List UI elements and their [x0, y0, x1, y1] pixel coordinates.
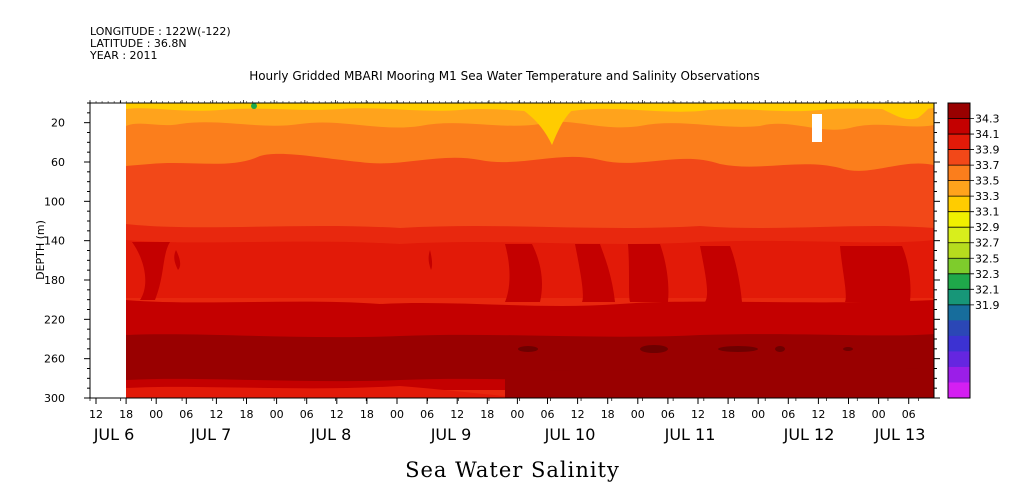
- y-tick-label: 60: [51, 156, 65, 169]
- patch-33-6-b: [880, 104, 934, 120]
- x-hour-tick-label: 06: [781, 408, 795, 421]
- colorbar-level-label: 33.1: [975, 206, 1000, 219]
- x-hour-tick-label: 06: [541, 408, 555, 421]
- colorbar-swatch: [948, 273, 970, 290]
- y-axis-label: DEPTH (m): [34, 220, 47, 280]
- x-hour-tick-label: 12: [691, 408, 705, 421]
- colorbar-level-label: 32.3: [975, 268, 1000, 281]
- x-hour-tick-label: 12: [209, 408, 223, 421]
- y-tick-label: 100: [44, 195, 65, 208]
- x-day-label: JUL 13: [874, 425, 926, 444]
- longitude-label: LONGITUDE : 122W(-122): [90, 25, 231, 38]
- x-hour-tick-label: 12: [89, 408, 103, 421]
- x-day-label: JUL 7: [190, 425, 232, 444]
- x-hour-tick-label: 00: [390, 408, 404, 421]
- x-hour-tick-label: 00: [510, 408, 524, 421]
- band-34-3-tail: [505, 368, 934, 398]
- y-tick-label: 300: [44, 392, 65, 405]
- salinity-field: [126, 103, 934, 398]
- band-34-1-bottom: [126, 386, 505, 398]
- colorbar-level-label: 32.9: [975, 221, 1000, 234]
- core-34-4-patches: [518, 345, 853, 353]
- x-hour-tick-label: 12: [330, 408, 344, 421]
- y-axis: 20 60 100 140 180 220 260 300: [44, 102, 940, 405]
- colorbar-level-label: 33.5: [975, 175, 1000, 188]
- colorbar-swatch: [948, 242, 970, 259]
- colorbar-level-label: 33.3: [975, 190, 1000, 203]
- y-tick-label: 20: [51, 117, 65, 130]
- colorbar-level-label: 32.1: [975, 283, 1000, 296]
- colorbar-level-label: 34.1: [975, 128, 1000, 141]
- patch-33-6-a: [520, 108, 575, 145]
- x-hour-tick-label: 18: [842, 408, 856, 421]
- x-day-label: JUL 10: [544, 425, 596, 444]
- colorbar-swatch: [948, 211, 970, 228]
- x-axis: 12 18 00 06 12 18 00 06 12 18 00 06 12 18 00 06 12 18 00 06…: [89, 100, 929, 444]
- colorbar-level-label: 32.7: [975, 237, 1000, 250]
- x-hour-tick-label: 18: [240, 408, 254, 421]
- x-hour-tick-label: 18: [119, 408, 133, 421]
- band-34-3: [126, 334, 934, 382]
- colorbar-swatch: [948, 180, 970, 197]
- colorbar-swatch: [948, 335, 970, 352]
- x-hour-tick-label: 06: [179, 408, 193, 421]
- colorbar-swatch: [948, 196, 970, 213]
- deep-core-streaks: [132, 242, 911, 302]
- colorbar-swatch: [948, 227, 970, 244]
- x-hour-tick-label: 18: [601, 408, 615, 421]
- colorbar-swatch: [948, 289, 970, 306]
- x-day-label: JUL 6: [93, 425, 135, 444]
- colorbar-swatch: [948, 366, 970, 383]
- colorbar-level-label: 32.5: [975, 252, 1000, 265]
- colorbar-level-label: 34.3: [975, 113, 1000, 126]
- missing-data-gap: [812, 114, 822, 142]
- colorbar-swatch: [948, 118, 970, 135]
- x-hour-tick-label: 18: [721, 408, 735, 421]
- y-tick-label: 220: [44, 313, 65, 326]
- band-33-6: [126, 103, 934, 112]
- x-hour-tick-label: 00: [751, 408, 765, 421]
- x-hour-tick-label: 18: [480, 408, 494, 421]
- colorbar-level-label: 31.9: [975, 299, 1000, 312]
- x-hour-tick-label: 00: [149, 408, 163, 421]
- colorbar-swatch: [948, 382, 970, 399]
- x-hour-tick-label: 18: [360, 408, 374, 421]
- x-hour-tick-label: 00: [270, 408, 284, 421]
- colorbar-swatch: [948, 134, 970, 151]
- x-hour-tick-label: 12: [450, 408, 464, 421]
- colorbar: 34.3 34.1 33.9 33.7 33.5 33.3 33.1 32.9 32.7 32.5…: [947, 102, 1000, 399]
- x-day-label: JUL 9: [430, 425, 472, 444]
- year-label: YEAR : 2011: [90, 49, 158, 62]
- x-day-label: JUL 11: [664, 425, 716, 444]
- x-hour-tick-label: 00: [872, 408, 886, 421]
- colorbar-swatch: [948, 304, 970, 321]
- colorbar-swatch: [948, 165, 970, 182]
- x-hour-tick-label: 06: [300, 408, 314, 421]
- colorbar-swatch: [948, 351, 970, 368]
- x-hour-tick-label: 12: [571, 408, 585, 421]
- y-tick-label: 140: [44, 235, 65, 248]
- x-hour-tick-label: 06: [420, 408, 434, 421]
- colorbar-level-label: 33.7: [975, 159, 1000, 172]
- colorbar-swatch: [948, 258, 970, 275]
- x-hour-tick-label: 00: [631, 408, 645, 421]
- colorbar-swatch: [948, 149, 970, 166]
- fresh-spot: [251, 103, 257, 109]
- band-33-7: [126, 103, 934, 130]
- colorbar-swatch: [948, 320, 970, 337]
- chart-title: Hourly Gridded MBARI Mooring M1 Sea Wate…: [249, 69, 760, 83]
- x-day-label: JUL 8: [310, 425, 352, 444]
- colorbar-swatch: [948, 103, 970, 120]
- y-tick-label: 260: [44, 353, 65, 366]
- y-tick-label: 180: [44, 274, 65, 287]
- x-axis-label: Sea Water Salinity: [405, 458, 620, 482]
- x-hour-tick-label: 06: [902, 408, 916, 421]
- x-hour-tick-label: 12: [811, 408, 825, 421]
- x-day-label: JUL 12: [783, 425, 835, 444]
- x-hour-tick-label: 06: [661, 408, 675, 421]
- latitude-label: LATITUDE : 36.8N: [90, 37, 187, 50]
- colorbar-level-label: 33.9: [975, 144, 1000, 157]
